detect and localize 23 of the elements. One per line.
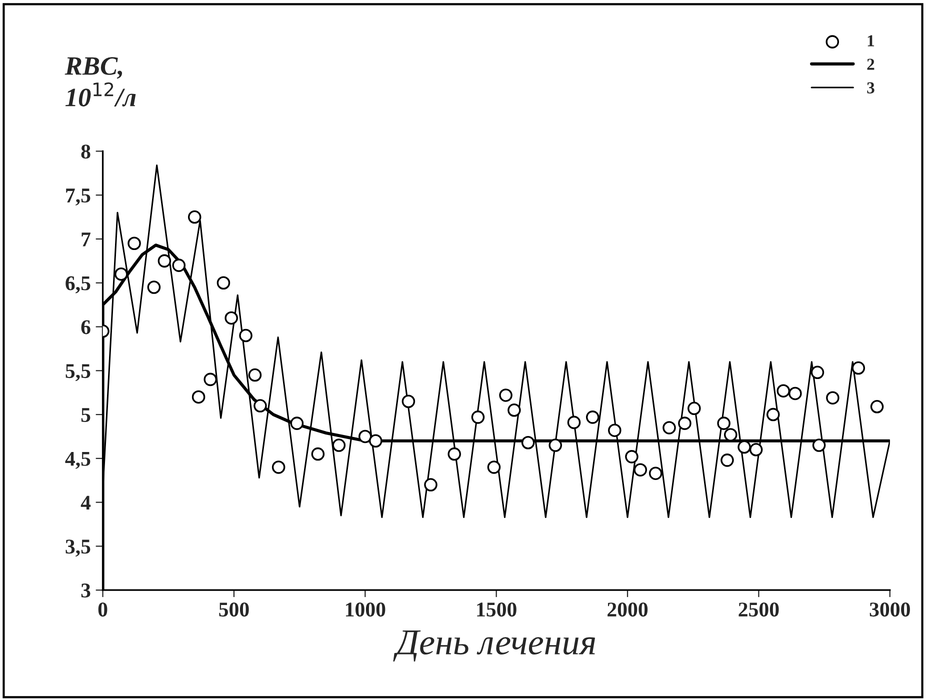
x-tick-label: 2500 (738, 602, 779, 617)
y-tick-label: 5,5 (66, 364, 90, 382)
y-tick-label: 3,5 (66, 540, 90, 557)
y-axis-title: RBC, 10$^{12}$/л (64, 57, 136, 106)
x-axis-title: День лечения (393, 630, 596, 662)
y-tick-label: 7 (82, 232, 90, 246)
legend-label: 1 (868, 35, 874, 46)
y-tick-label: 6 (81, 320, 90, 334)
y-tick-label: 3 (81, 584, 90, 598)
y-tick-label: 4,5 (65, 452, 90, 469)
y-tick-label: 8 (81, 144, 90, 159)
x-tick-label: 1000 (346, 602, 386, 617)
x-tick-label: 1500 (477, 602, 516, 617)
x-tick-label: 500 (219, 602, 249, 617)
y-tick-label: 6,5 (66, 276, 90, 294)
y-tick-label: 4 (80, 496, 91, 510)
x-tick-label: 2000 (608, 602, 648, 617)
y-tick-label: 7,5 (66, 188, 90, 206)
legend-label: 2 (867, 58, 874, 70)
y-tick-label: 5 (81, 408, 90, 422)
x-tick-label: 0 (98, 602, 108, 617)
legend-label: 3 (867, 82, 874, 94)
x-tick-label: 3000 (870, 602, 910, 617)
